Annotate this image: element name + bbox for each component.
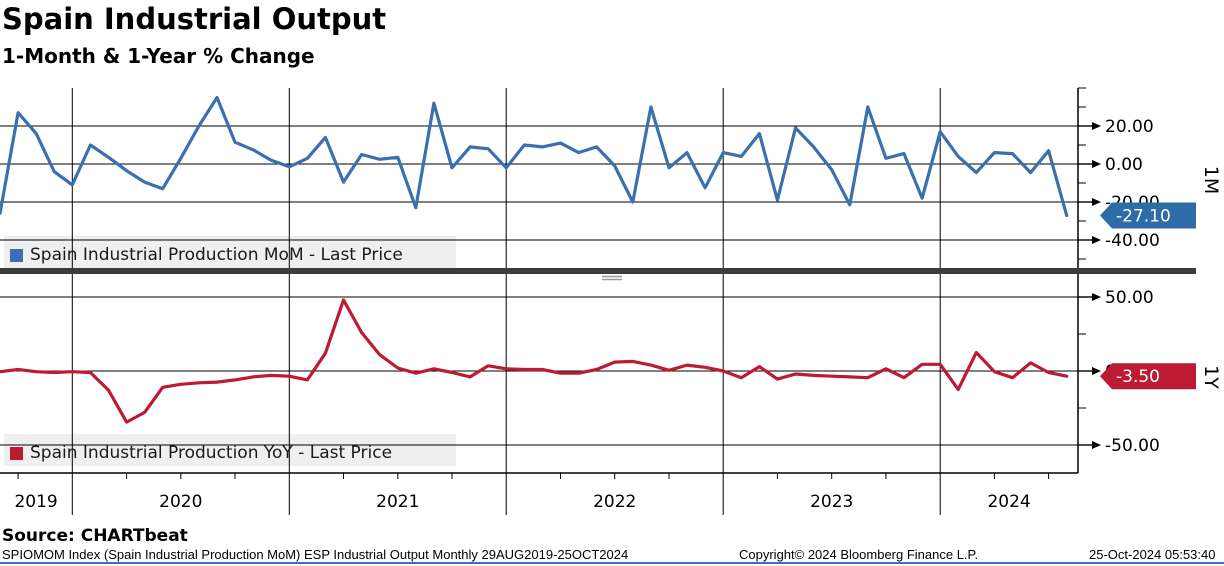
footer-copyright: Copyright© 2024 Bloomberg Finance L.P. — [739, 547, 979, 562]
y-tick-label: -40.00 — [1105, 231, 1160, 251]
last-price-value: -27.10 — [1116, 207, 1171, 227]
x-year-label: 2021 — [376, 492, 419, 512]
x-year-label: 2019 — [14, 492, 57, 512]
tick-arrow-icon — [1092, 160, 1101, 168]
last-price-badge-yoy — [1100, 363, 1196, 390]
footer-timestamp: 25-Oct-2024 05:53:40 — [1089, 547, 1216, 562]
x-year-label: 2023 — [810, 492, 853, 512]
y-tick-label: 0.00 — [1105, 155, 1143, 175]
legend-label: Spain Industrial Production MoM - Last P… — [30, 245, 403, 265]
tick-arrow-icon — [1092, 441, 1101, 449]
legend-item-yoy[interactable]: Spain Industrial Production YoY - Last P… — [10, 443, 392, 463]
x-year-label: 2022 — [593, 492, 636, 512]
tick-arrow-icon — [1092, 236, 1101, 244]
tick-arrow-icon — [1092, 198, 1101, 206]
footer-rule — [0, 562, 1224, 564]
y-tick-label: 20.00 — [1105, 117, 1154, 137]
x-year-label: 2020 — [159, 492, 202, 512]
legend-mom-bg — [4, 236, 456, 268]
legend-swatch-icon — [10, 447, 23, 460]
panel-axis-title: 1M — [1200, 166, 1222, 194]
series-line-mom — [0, 95, 1069, 218]
legend-label: Spain Industrial Production YoY - Last P… — [30, 443, 392, 463]
panel-axis-title: 1Y — [1200, 365, 1222, 389]
legend-swatch-icon — [10, 249, 23, 262]
tick-arrow-icon — [1092, 293, 1101, 301]
panel-divider[interactable] — [0, 268, 1196, 274]
page-title: Spain Industrial Output — [2, 2, 387, 36]
last-price-badge-mom — [1100, 202, 1196, 229]
last-price-value: -3.50 — [1116, 367, 1160, 387]
footer-ticker-description: SPIOMOM Index (Spain Industrial Producti… — [2, 547, 629, 562]
y-tick-label: 50.00 — [1105, 288, 1154, 308]
footer: SPIOMOM Index (Spain Industrial Producti… — [0, 547, 1224, 563]
tick-arrow-icon — [1092, 122, 1101, 130]
x-year-label: 2024 — [987, 492, 1030, 512]
tick-arrow-icon — [1092, 367, 1101, 375]
source-label: Source: CHARTbeat — [2, 526, 188, 546]
legend-item-mom[interactable]: Spain Industrial Production MoM - Last P… — [10, 245, 403, 265]
legend-yoy-bg — [4, 434, 456, 466]
page-subtitle: 1-Month & 1-Year % Change — [2, 44, 315, 68]
series-line-yoy — [0, 298, 1069, 424]
y-tick-label: -50.00 — [1105, 436, 1160, 456]
